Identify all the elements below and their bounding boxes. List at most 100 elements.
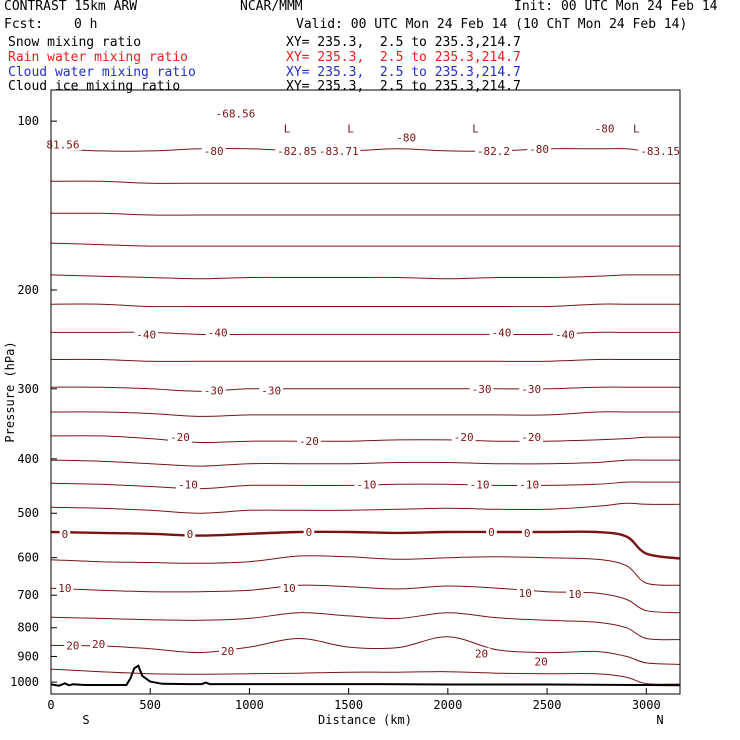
contour-label-30: 0 bbox=[524, 527, 531, 540]
north-endpoint-label: N bbox=[656, 713, 663, 727]
y-tick-label-3: 400 bbox=[17, 452, 39, 466]
valid-time: Valid: 00 UTC Mon 24 Feb 14 (10 ChT Mon … bbox=[296, 17, 688, 32]
contour-line-1 bbox=[50, 180, 680, 184]
y-tick-label-5: 600 bbox=[17, 551, 39, 565]
contour-label-31: 10 bbox=[58, 582, 71, 595]
contour-label-bg-39 bbox=[532, 655, 550, 668]
legend-rain-label: Rain water mixing ratio bbox=[8, 50, 189, 65]
x-tick-label-4: 2000 bbox=[433, 698, 462, 712]
model-title: CONTRAST 15km ARW bbox=[4, 0, 138, 14]
contour-line-13 bbox=[50, 502, 681, 514]
contour-label-0: -68.56 bbox=[216, 108, 256, 121]
contour-label-22: -10 bbox=[178, 478, 198, 491]
contour-label-27: 0 bbox=[187, 528, 194, 541]
legend-snow-xy: XY= 235.3, 2.5 to 235.3,214.7 bbox=[286, 35, 521, 50]
contour-label-bg-32 bbox=[280, 582, 298, 595]
contour-label-bg-16 bbox=[469, 382, 494, 395]
contour-label-bg-26 bbox=[59, 527, 71, 540]
contour-label-bg-29 bbox=[486, 525, 497, 538]
contour-label-4: -83.71 bbox=[319, 145, 359, 158]
x-tick-label-6: 3000 bbox=[632, 698, 661, 712]
contour-line-3 bbox=[50, 242, 680, 247]
contour-label-bg-37 bbox=[218, 644, 237, 657]
contour-layer bbox=[50, 148, 681, 685]
contour-line-19 bbox=[50, 668, 681, 685]
contour-label-12: -40 bbox=[491, 326, 511, 339]
contour-label-35: 20 bbox=[66, 639, 79, 652]
contour-label-bg-15 bbox=[259, 384, 284, 397]
contour-line-8 bbox=[50, 386, 680, 392]
contour-line-15 bbox=[50, 555, 681, 586]
contour-label-20: -20 bbox=[454, 431, 474, 444]
contour-label-23: -10 bbox=[357, 478, 377, 491]
contour-label-bg-14 bbox=[201, 384, 226, 397]
minimum-marker-1: L bbox=[347, 122, 354, 135]
contour-label-bg-22 bbox=[176, 478, 200, 491]
forecast-label: Fcst: bbox=[4, 17, 44, 32]
contour-label-37: 20 bbox=[221, 645, 234, 658]
contour-label-bg-5 bbox=[394, 131, 419, 144]
contour-label-bg-25 bbox=[517, 478, 542, 491]
contour-label-3: -82.85 bbox=[277, 145, 317, 158]
x-tick-label-0: 0 bbox=[47, 698, 54, 712]
contour-label-21: -20 bbox=[521, 431, 541, 444]
contour-label-36: 20 bbox=[92, 638, 105, 651]
contour-label-bg-21 bbox=[519, 431, 544, 444]
organization-label: NCAR/MMM bbox=[240, 0, 303, 14]
legend-rain-xy: XY= 235.3, 2.5 to 235.3,214.7 bbox=[286, 50, 521, 65]
legend-snow-label: Snow mixing ratio bbox=[8, 35, 142, 50]
contour-label-bg-18 bbox=[168, 431, 192, 444]
contour-label-25: -10 bbox=[519, 478, 539, 491]
y-tick-label-6: 700 bbox=[17, 588, 39, 602]
contour-label-bg-17 bbox=[519, 382, 544, 395]
contour-label-bg-8 bbox=[592, 122, 617, 135]
plot-frame bbox=[50, 89, 681, 695]
contour-label-1: 81.56 bbox=[46, 138, 79, 151]
contour-label-6: -82.2 bbox=[477, 145, 510, 158]
contour-line-14 bbox=[50, 530, 681, 560]
x-tick-label-2: 1000 bbox=[235, 698, 264, 712]
contour-line-10 bbox=[50, 435, 681, 444]
south-endpoint-label: S bbox=[82, 713, 89, 727]
contour-label-bg-34 bbox=[566, 587, 584, 600]
minimum-marker-3: L bbox=[633, 122, 640, 135]
contour-label-28: 0 bbox=[306, 526, 313, 539]
terrain-line bbox=[50, 664, 681, 687]
contour-line-0 bbox=[50, 148, 681, 152]
contour-line-2 bbox=[50, 212, 680, 216]
contour-label-9: -83.15 bbox=[640, 145, 680, 158]
y-tick-label-1: 200 bbox=[17, 283, 39, 297]
contour-line-18 bbox=[50, 636, 681, 665]
init-time: Init: 00 UTC Mon 24 Feb 14 bbox=[514, 0, 718, 14]
contour-label-bg-13 bbox=[553, 328, 577, 341]
contour-line-5 bbox=[50, 303, 680, 308]
contour-label-bg-38 bbox=[472, 647, 491, 660]
contour-label-33: 10 bbox=[519, 587, 532, 600]
contour-line-6 bbox=[50, 331, 680, 336]
minimum-marker-2: L bbox=[472, 122, 479, 135]
y-axis-title: Pressure (hPa) bbox=[3, 341, 17, 442]
contour-label-bg-28 bbox=[303, 525, 315, 538]
contour-label-bg-7 bbox=[527, 142, 552, 155]
contour-label-bg-11 bbox=[205, 326, 230, 339]
minimum-marker-0: L bbox=[284, 122, 291, 135]
contour-label-5: -80 bbox=[396, 132, 416, 145]
contour-label-bg-36 bbox=[90, 638, 108, 651]
legend-cloud-water-xy: XY= 235.3, 2.5 to 235.3,214.7 bbox=[286, 65, 521, 80]
contour-label-34: 10 bbox=[568, 588, 581, 601]
contour-label-17: -30 bbox=[521, 383, 541, 396]
contour-line-12 bbox=[50, 481, 680, 490]
contour-label-bg-10 bbox=[134, 328, 159, 341]
contour-label-bg-3 bbox=[275, 144, 319, 157]
contour-label-38: 20 bbox=[475, 648, 488, 661]
contour-label-bg-1 bbox=[44, 138, 82, 151]
contour-label-bg-27 bbox=[184, 527, 196, 540]
contour-label-bg-12 bbox=[489, 326, 514, 339]
contour-label-bg-23 bbox=[354, 478, 379, 491]
contour-label-39: 20 bbox=[534, 655, 547, 668]
axis-layer: 0 500 1000 1500 2000 2500 30001002003004005006… bbox=[10, 114, 661, 712]
x-tick-label-3: 1500 bbox=[334, 698, 363, 712]
contour-label-bg-31 bbox=[56, 582, 74, 595]
contour-label-16: -30 bbox=[472, 383, 492, 396]
